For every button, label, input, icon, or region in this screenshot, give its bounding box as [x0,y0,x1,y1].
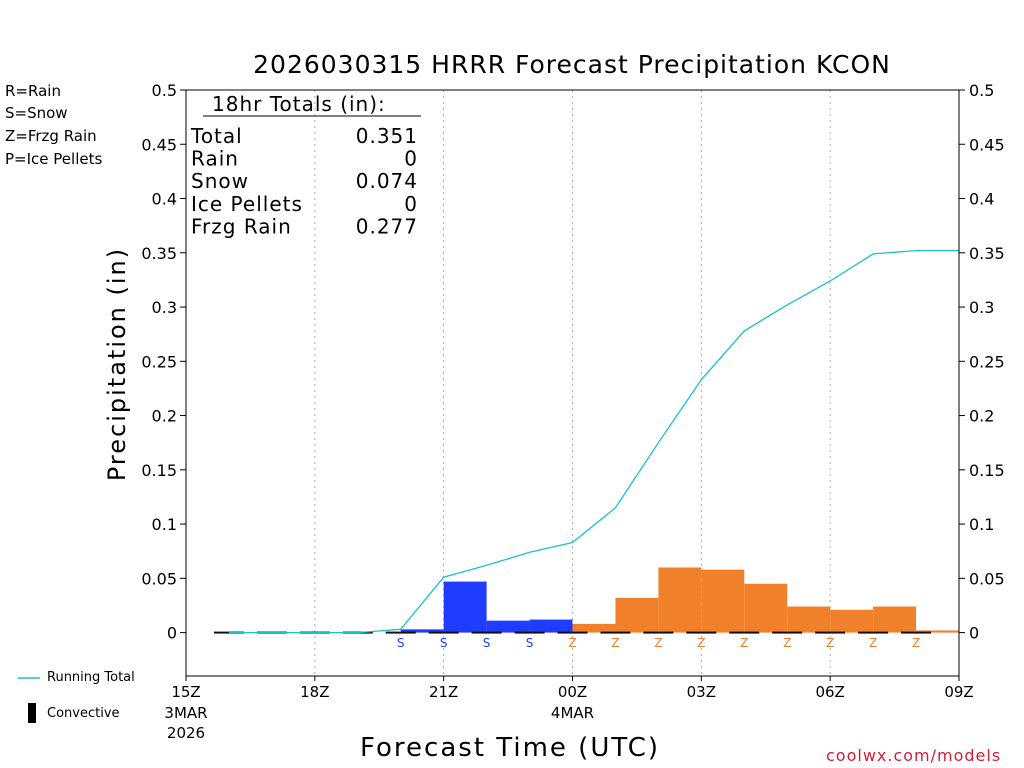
precip-type-label: S [483,636,491,650]
totals-row-value: 0.074 [356,169,418,193]
precip-type-label: Z [740,636,748,650]
convective-mark [686,631,717,634]
x-tick-date: 4MAR [551,704,594,722]
convective-mark [557,631,588,634]
totals-row-label: Rain [191,147,239,171]
precip-type-label: Z [912,636,920,650]
y-tick-label-left: 0.1 [152,515,177,534]
precip-type-label: Z [869,636,877,650]
precip-bar [830,609,874,633]
precip-bar [486,620,530,633]
y-tick-label-right: 0.25 [969,352,1005,371]
x-tick-label: 21Z [429,683,458,701]
legend-ice-pellets: P=Ice Pellets [5,150,103,168]
precip-type-label: S [440,636,448,650]
y-tick-label-left: 0.5 [152,81,177,100]
convective-legend-label: Convective [47,706,120,721]
convective-mark [772,631,803,634]
y-tick-label-right: 0.3 [969,298,994,317]
y-tick-label-left: 0.15 [141,461,177,480]
x-tick-label: 18Z [300,683,329,701]
y-tick-label-right: 0.1 [969,515,994,534]
precip-bar [572,623,616,633]
y-tick-label-right: 0.5 [969,81,994,100]
y-tick-label-right: 0 [969,624,979,643]
convective-mark [858,631,889,634]
convective-mark [428,631,459,634]
x-tick-year: 2026 [167,724,205,742]
convective-mark [729,631,760,634]
running-total-legend-label: Running Total [47,670,135,685]
precip-bar [916,630,959,633]
x-axis-label: Forecast Time (UTC) [360,733,661,763]
legend-snow: S=Snow [5,104,68,122]
x-tick-label: 06Z [815,683,844,701]
precip-type-label: Z [654,636,662,650]
y-tick-label-right: 0.2 [969,407,994,426]
precip-bar [443,581,487,633]
totals-row-label: Frzg Rain [191,214,292,238]
precip-bar [529,619,573,633]
totals-row-value: 0 [404,192,418,216]
convective-mark [385,631,416,634]
convective-mark [471,631,502,634]
y-tick-label-right: 0.4 [969,190,994,209]
chart-title: 2026030315 HRRR Forecast Precipitation K… [253,50,891,79]
convective-mark [815,631,846,634]
running-total-line [228,249,959,634]
y-tick-label-right: 0.05 [969,569,1005,588]
precip-bar [615,597,659,633]
precip-bar [744,583,788,633]
y-tick-label-right: 0.15 [969,461,1005,480]
convective-mark [643,631,674,634]
x-tick-label: 03Z [687,683,716,701]
running-total-legend-line [18,677,40,679]
credit-text: coolwx.com/models [826,746,1002,765]
precip-type-label: S [397,636,405,650]
precip-bar [787,606,831,633]
y-tick-label-left: 0.35 [141,244,177,263]
precip-bar [658,567,702,633]
y-tick-label-left: 0.4 [152,190,177,209]
y-tick-label-left: 0.05 [141,569,177,588]
totals-row-value: 0.351 [356,124,418,148]
totals-row-value: 0.277 [356,214,418,238]
convective-mark [600,631,631,634]
y-tick-label-left: 0.25 [141,352,177,371]
y-tick-label-left: 0.2 [152,407,177,426]
x-tick-label: 09Z [944,683,973,701]
totals-header: 18hr Totals (in): [212,92,386,116]
precip-type-label: Z [568,636,576,650]
convective-mark [901,631,932,634]
totals-row-label: Total [190,124,243,148]
x-tick-date: 3MAR [164,704,207,722]
totals-row-label: Ice Pellets [191,192,303,216]
precip-bar [400,629,444,633]
y-tick-label-left: 0.45 [141,135,177,154]
precip-bar [701,569,745,633]
legend-rain: R=Rain [5,82,61,100]
precip-bar [873,606,917,633]
y-tick-label-left: 0 [167,624,177,643]
convective-legend-swatch [28,703,36,723]
y-tick-label-right: 0.35 [969,244,1005,263]
x-tick-label: 15Z [171,683,200,701]
totals-row-value: 0 [404,147,418,171]
precip-type-label: Z [826,636,834,650]
precip-type-label: S [526,636,534,650]
y-tick-label-left: 0.3 [152,298,177,317]
x-tick-label: 00Z [558,683,587,701]
convective-mark [514,631,545,634]
precip-type-label: Z [697,636,705,650]
legend-frzg-rain: Z=Frzg Rain [5,127,97,145]
totals-row-label: Snow [191,169,249,193]
precip-type-label: Z [783,636,791,650]
y-tick-label-right: 0.45 [969,135,1005,154]
precip-type-label: Z [611,636,619,650]
